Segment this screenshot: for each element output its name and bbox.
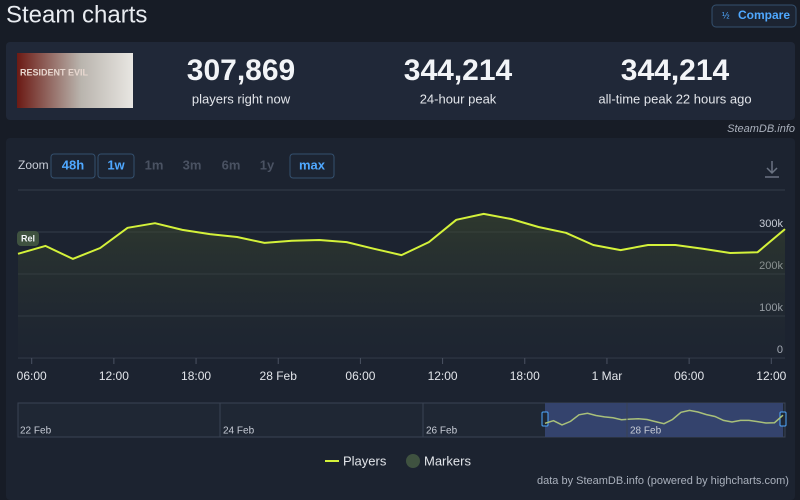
stat-value: 344,214 [404, 54, 513, 87]
zoom-button-box[interactable] [50, 153, 96, 179]
compare-label[interactable]: Compare [738, 8, 790, 22]
legend-label[interactable]: Players [343, 453, 387, 468]
area [18, 213, 785, 358]
game-image-text: RESIDENT EVIL [20, 67, 89, 77]
x-tick-label: 18:00 [510, 369, 540, 383]
x-tick-label: 18:00 [181, 369, 211, 383]
marker-box [17, 231, 39, 246]
x-tick-label: 06:00 [674, 369, 704, 383]
page-title: Steam charts [6, 1, 147, 28]
game-image [17, 53, 133, 108]
legend-swatch [406, 454, 420, 468]
zoom-button[interactable]: 6m [222, 157, 241, 172]
zoom-button[interactable]: 3m [183, 157, 202, 172]
x-tick-label: 06:00 [17, 369, 47, 383]
zoom-button[interactable]: 1m [145, 157, 164, 172]
compare-box[interactable] [711, 4, 797, 28]
x-tick-label: 12:00 [756, 369, 786, 383]
legend-label[interactable]: Markers [424, 453, 471, 468]
navigator-label: 22 Feb [20, 426, 52, 437]
credits: data by SteamDB.info (powered by highcha… [537, 475, 789, 487]
stat-value: 307,869 [187, 54, 295, 87]
zoom-button-box[interactable] [289, 153, 335, 179]
stat-label: all-time peak 22 hours ago [598, 91, 751, 106]
compare-icon: ½ [722, 10, 730, 20]
zoom-button[interactable]: max [299, 157, 326, 172]
download-glyph[interactable] [765, 161, 779, 178]
x-tick-label: 12:00 [428, 369, 458, 383]
navigator-label: 24 Feb [223, 426, 255, 437]
navigator-label: 26 Feb [426, 426, 458, 437]
stat-value: 344,214 [621, 54, 730, 87]
navigator-label: 28 Feb [630, 426, 662, 437]
x-tick-label: 06:00 [345, 369, 375, 383]
zoom-button[interactable]: 48h [62, 157, 84, 172]
marker-label: Rel [21, 233, 35, 243]
zoom-label: Zoom [18, 158, 49, 172]
brand: SteamDB.info [727, 123, 795, 135]
navigator-line [544, 409, 784, 426]
y-tick-label: 300k [759, 218, 783, 230]
stat-label: 24-hour peak [420, 91, 497, 106]
download-icon[interactable] [765, 161, 779, 178]
line [17, 212, 786, 260]
zoom-button[interactable]: 1y [260, 157, 275, 172]
stat-label: players right now [192, 91, 291, 106]
navigator-handle[interactable] [541, 411, 549, 427]
zoom-button[interactable]: 1w [107, 157, 125, 172]
compare-button[interactable]: ½ Compare [711, 4, 797, 28]
stats-panel [6, 42, 795, 120]
x-tick-label: 12:00 [99, 369, 129, 383]
zoom-button-box[interactable] [97, 153, 135, 179]
x-tick-label: 28 Feb [260, 369, 298, 383]
x-tick-label: 1 Mar [592, 369, 623, 383]
navigator-handle[interactable] [779, 411, 787, 427]
